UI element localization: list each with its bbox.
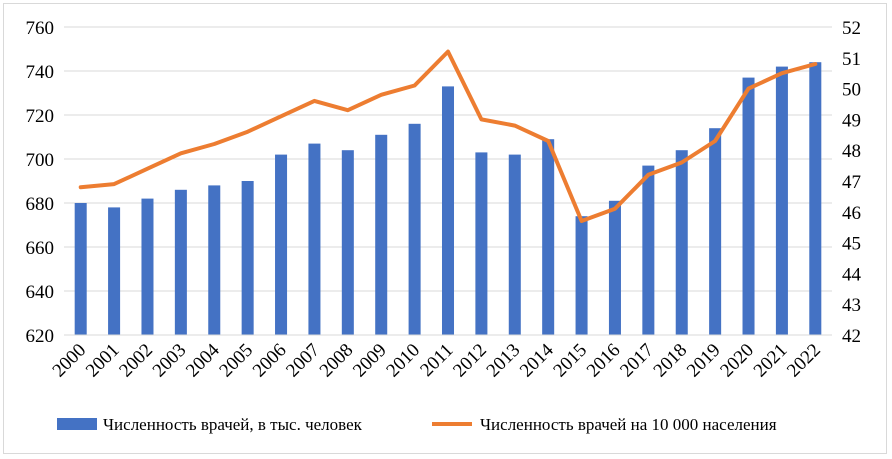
bar [675, 150, 688, 335]
y-axis-left: 620 640 660 680 700 720 740 760 [26, 18, 55, 347]
y-left-tick-label: 760 [26, 18, 55, 39]
x-tick-label: 2022 [783, 340, 825, 382]
x-tick-label: 2017 [616, 340, 658, 382]
bar [208, 185, 221, 335]
bar [74, 203, 87, 335]
bar [174, 189, 187, 335]
y-left-tick-label: 740 [26, 62, 55, 83]
legend-label-bars: Численность врачей, в тыс. человек [103, 415, 363, 434]
x-tick-label: 2013 [483, 340, 525, 382]
y-right-tick-label: 44 [842, 264, 862, 285]
y-left-tick-label: 620 [26, 326, 55, 347]
y-right-tick-label: 47 [842, 172, 861, 193]
bar [642, 165, 655, 335]
y-right-tick-label: 50 [842, 80, 861, 101]
y-left-tick-label: 640 [26, 282, 55, 303]
bar [709, 128, 722, 335]
x-tick-label: 2004 [182, 339, 224, 381]
y-right-tick-label: 48 [842, 141, 861, 162]
y-left-tick-label: 720 [26, 106, 55, 127]
x-tick-label: 2014 [516, 339, 558, 381]
bar [475, 152, 488, 335]
y-left-tick-label: 660 [26, 238, 55, 259]
bar [542, 139, 555, 335]
bar [742, 77, 755, 335]
y-right-tick-label: 46 [842, 203, 861, 224]
x-tick-label: 2010 [382, 340, 424, 382]
bar [408, 123, 421, 335]
x-axis: 2000200120022003200420052006200720082009… [49, 334, 832, 382]
bar [775, 66, 788, 335]
bar-series [74, 62, 822, 336]
x-tick-label: 2005 [215, 340, 257, 382]
line-series [78, 49, 818, 223]
x-tick-label: 2018 [650, 340, 692, 382]
x-tick-label: 2008 [316, 340, 358, 382]
x-tick-label: 2006 [249, 340, 291, 382]
x-tick-label: 2007 [282, 340, 324, 382]
x-tick-label: 2003 [149, 340, 191, 382]
y-right-tick-label: 43 [842, 295, 861, 316]
y-right-tick-label: 51 [842, 49, 861, 70]
bar [441, 86, 455, 336]
x-tick-label: 2020 [716, 340, 758, 382]
y-right-tick-label: 52 [842, 18, 861, 39]
bar [608, 200, 621, 335]
bar [809, 62, 822, 335]
legend-label-line: Численность врачей на 10 000 населения [480, 415, 777, 434]
y-right-tick-label: 45 [842, 234, 861, 255]
bar [241, 181, 254, 335]
legend: Численность врачей, в тыс. человек Числе… [57, 415, 777, 434]
y-right-tick-label: 42 [842, 326, 861, 347]
bar [308, 143, 321, 335]
x-tick-label: 2009 [349, 340, 391, 382]
bar [108, 207, 121, 335]
x-tick-label: 2019 [683, 340, 725, 382]
y-left-tick-label: 700 [26, 150, 55, 171]
x-tick-label: 2001 [82, 340, 124, 382]
x-tick-label: 2011 [416, 340, 457, 381]
x-tick-label: 2000 [49, 340, 91, 382]
bar [141, 198, 154, 335]
bar [508, 154, 521, 335]
y-axis-right: 42 43 44 45 46 47 48 49 50 51 52 [842, 18, 862, 347]
bar [375, 134, 388, 335]
bar [275, 154, 288, 335]
bar [341, 150, 354, 335]
x-tick-label: 2015 [549, 340, 591, 382]
bar [575, 216, 588, 335]
x-tick-label: 2012 [449, 340, 491, 382]
x-tick-label: 2016 [583, 340, 625, 382]
y-left-tick-label: 680 [26, 194, 55, 215]
x-tick-label: 2021 [750, 340, 792, 382]
legend-swatch-bars [57, 418, 97, 430]
y-right-tick-label: 49 [842, 110, 861, 131]
x-tick-label: 2002 [115, 340, 157, 382]
